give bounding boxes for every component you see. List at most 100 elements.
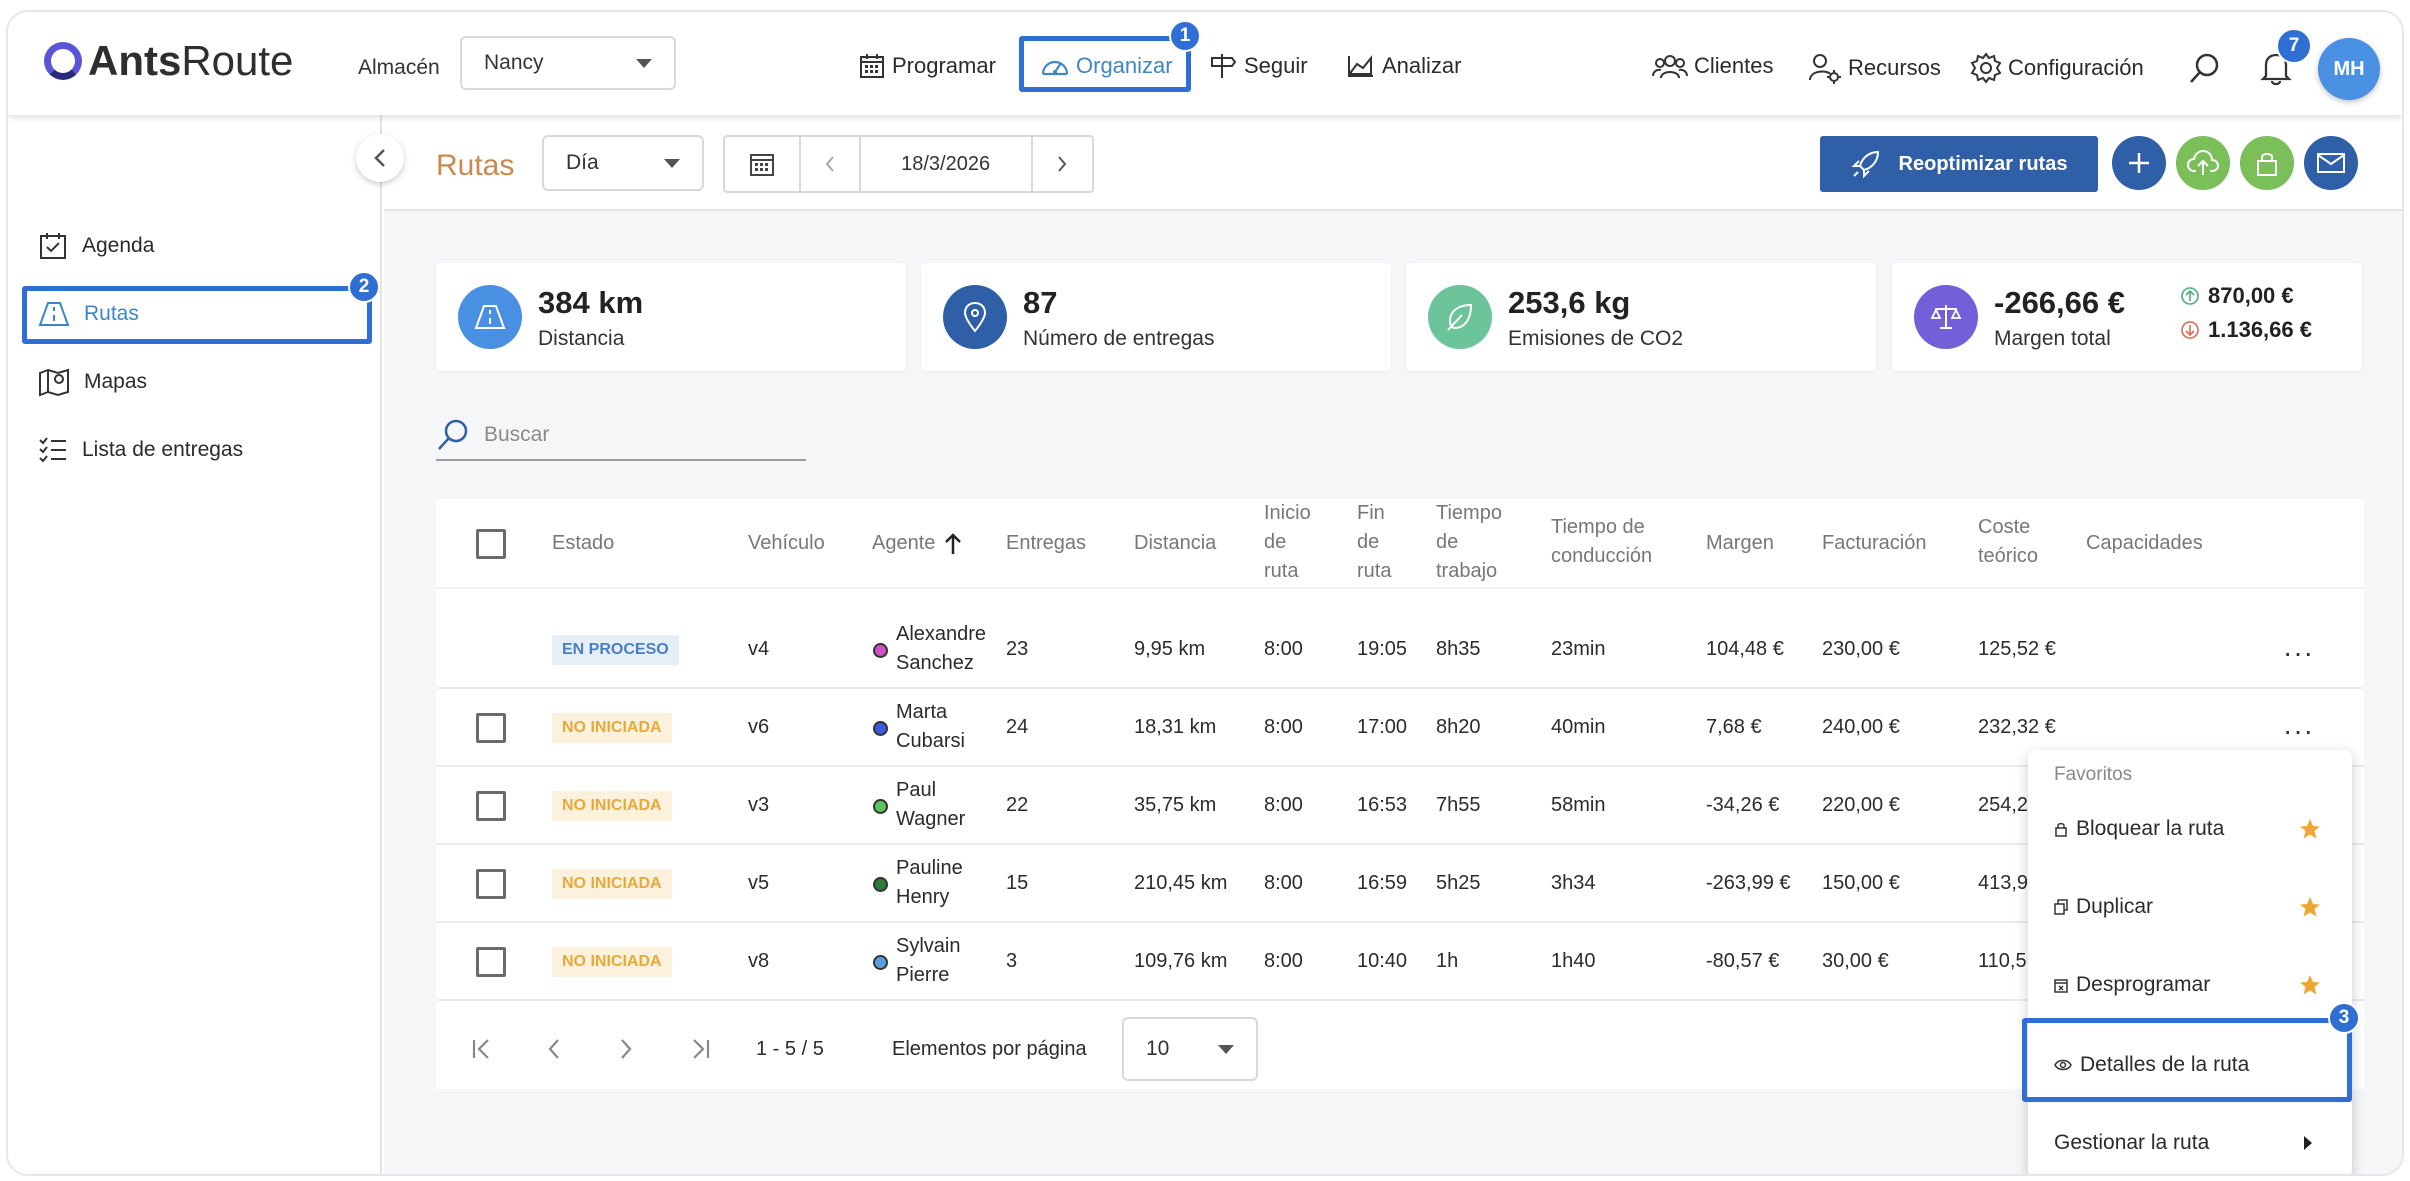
col-inicio[interactable]: Inicio de ruta [1264,499,1311,586]
sidebar-item-lista-de-entregas[interactable]: Lista de entregas [38,435,243,465]
nav-analizar[interactable]: Analizar [1346,52,1461,80]
distance-cell: 109,76 km [1134,950,1228,972]
col-margen[interactable]: Margen [1706,532,1774,554]
calendar-button[interactable] [725,137,802,191]
table-row[interactable]: NO INICIADA v6 Marta Cubarsi 24 18,31 km… [436,689,2364,767]
select-all-checkbox[interactable] [476,529,506,559]
more-options-icon[interactable]: ··· [2283,715,2314,746]
per-page-select[interactable]: 10 [1122,1017,1258,1081]
row-checkbox[interactable] [476,791,506,821]
gear-icon [1970,52,2002,84]
col-facturacion[interactable]: Facturación [1822,532,1927,554]
col-coste[interactable]: Coste teórico [1978,513,2038,571]
eye-icon [2054,1059,2072,1071]
table-row[interactable]: NO INICIADA v8 Sylvain Pierre 3 109,76 k… [436,923,2364,1001]
margin-cell: -263,99 € [1706,872,1791,894]
table-row[interactable]: NO INICIADA v5 Pauline Henry 15 210,45 k… [436,845,2364,923]
reoptimize-label: Reoptimizar rutas [1898,152,2068,175]
search-input[interactable]: Buscar [436,411,806,461]
search-icon[interactable] [2188,52,2222,86]
calendar-x-icon [2054,979,2068,993]
nav-clientes[interactable]: Clientes [1652,52,1773,80]
next-date-button[interactable] [1033,137,1092,191]
email-button[interactable] [2304,136,2358,190]
next-page-icon[interactable] [618,1037,634,1061]
col-agente[interactable]: Agente [872,529,963,558]
nav-configuracion[interactable]: Configuración [1970,52,2144,84]
logo[interactable]: AntsRoute [44,36,293,86]
nav-programar[interactable]: Programar [858,52,996,80]
reoptimize-routes-button[interactable]: Reoptimizar rutas [1820,136,2098,192]
distance-cell: 35,75 km [1134,794,1217,816]
col-estado[interactable]: Estado [552,532,615,554]
start-cell: 8:00 [1264,638,1303,660]
col-tiempo-trabajo[interactable]: Tiempo de trabajo [1436,499,1502,586]
lock-button[interactable] [2240,136,2294,190]
menu-item-duplicate[interactable]: Duplicar [2028,868,2352,946]
agent-color-dot [873,877,888,892]
table-row[interactable]: NO INICIADA v3 Paul Wagner 22 35,75 km 8… [436,767,2364,845]
col-distancia[interactable]: Distancia [1134,532,1217,554]
row-checkbox[interactable] [476,713,506,743]
chevron-down-icon [636,59,652,68]
first-page-icon[interactable] [470,1037,496,1061]
kpi-distance-label: Distancia [538,327,625,350]
kpi-margin: -266,66 € Margen total 870,00 € 1.136,66… [1892,263,2362,371]
nav-seguir[interactable]: Seguir [1208,52,1308,80]
row-checkbox[interactable] [476,869,506,899]
menu-item-unschedule[interactable]: Desprogramar [2028,946,2352,1024]
kpi-co2-value: 253,6 kg [1508,285,1631,320]
almacen-select[interactable]: Nancy [460,36,676,90]
menu-item-manage-route[interactable]: Gestionar la ruta [2028,1104,2352,1174]
app-window: AntsRoute Almacén Nancy Programar Organi… [6,10,2404,1176]
collapse-sidebar-button[interactable] [356,134,404,182]
sidebar-item-agenda[interactable]: Agenda [38,231,154,261]
col-inicio-line2: de [1264,531,1287,553]
nav-programar-label: Programar [892,53,996,78]
upload-button[interactable] [2176,136,2230,190]
nav-configuracion-label: Configuración [2008,55,2144,80]
col-vehiculo[interactable]: Vehículo [748,532,825,554]
pagination: 1 - 5 / 5 Elementos por página 10 [436,1009,2364,1089]
prev-date-button[interactable] [801,137,861,191]
col-tiempo-conduccion[interactable]: Tiempo de conducción [1551,513,1652,571]
period-select[interactable]: Día [542,135,704,191]
sidebar-item-mapas[interactable]: Mapas [38,367,147,397]
drive-time-cell: 1h40 [1551,950,1596,972]
drive-time-cell: 23min [1551,638,1606,660]
sidebar-item-rutas[interactable]: Rutas [38,299,139,329]
col-fin[interactable]: Fin de ruta [1357,499,1391,586]
col-tiempo-trabajo-line3: trabajo [1436,560,1498,582]
callout-badge-3: 3 [2328,1002,2360,1034]
star-icon[interactable] [2298,973,2322,997]
col-capacidades[interactable]: Capacidades [2086,532,2203,554]
almacen-label: Almacén [358,56,440,79]
vehicle-cell: v6 [748,716,770,738]
col-entregas[interactable]: Entregas [1006,532,1087,554]
table-row[interactable]: EN PROCESO v4 Alexandre Sanchez 23 9,95 … [436,611,2364,689]
last-page-icon[interactable] [686,1037,712,1061]
billing-cell: 220,00 € [1822,794,1900,816]
billing-cell: 30,00 € [1822,950,1889,972]
speedometer-icon [1041,60,1069,76]
menu-item-lock-route[interactable]: Bloquear la ruta [2028,790,2352,868]
agent-last-name: Sanchez [896,652,974,674]
star-icon[interactable] [2298,895,2322,919]
callout-badge-2: 2 [348,271,380,303]
add-button[interactable] [2112,136,2166,190]
prev-page-icon[interactable] [546,1037,562,1061]
more-options-icon[interactable]: ··· [2283,637,2314,668]
nav-recursos[interactable]: Recursos [1808,52,1941,84]
row-checkbox[interactable] [476,947,506,977]
avatar[interactable]: MH [2318,38,2380,100]
date-value[interactable]: 18/3/2026 [861,137,1033,191]
callout-highlight-1 [1019,36,1191,92]
star-icon[interactable] [2298,817,2322,841]
balance-scale-icon [1914,285,1978,349]
callout-badge-1: 1 [1169,20,1201,52]
col-inicio-line3: ruta [1264,560,1299,582]
bell-icon[interactable] [2260,50,2292,86]
col-fin-line2: de [1357,531,1380,553]
nav-organizar[interactable]: Organizar [1040,52,1173,80]
menu-item-route-details[interactable]: Detalles de la ruta [2028,1026,2352,1104]
